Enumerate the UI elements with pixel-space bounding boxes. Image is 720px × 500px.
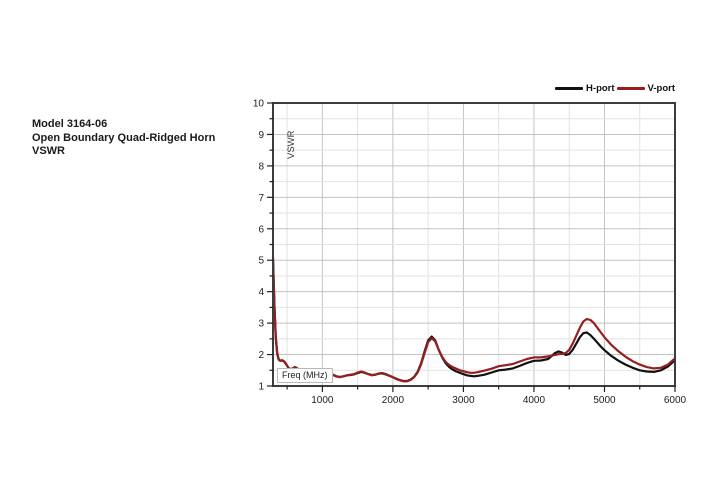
x-tick-label: 4000 <box>523 395 546 406</box>
measurement-type: VSWR <box>32 145 65 157</box>
axis-tick-labels: 1 2 3 4 5 6 7 8 9 10 1000 2000 3000 4000 5000 6000 <box>253 99 687 407</box>
legend: H-port V-port <box>273 83 675 94</box>
y-axis-label: VSWR <box>286 130 297 159</box>
x-tick-label: 2000 <box>382 395 405 406</box>
x-tick-label: 6000 <box>664 395 687 406</box>
gridlines <box>273 103 675 386</box>
y-tick-label: 2 <box>258 350 264 361</box>
h-port-label: H-port <box>586 83 615 94</box>
x-axis-label: Freq (MHz) <box>277 368 333 383</box>
x-tick-label: 5000 <box>593 395 616 406</box>
axis-ticks <box>267 102 676 392</box>
v-port-swatch <box>616 87 645 90</box>
model-description: Open Boundary Quad-Ridged Horn <box>32 131 216 144</box>
y-tick-label: 10 <box>253 99 265 110</box>
info-block: Model 3164-06 Open Boundary Quad-Ridged … <box>32 118 215 159</box>
y-tick-label: 6 <box>258 224 264 235</box>
x-tick-label: 3000 <box>452 395 475 406</box>
model-number: Model 3164-06 <box>32 118 108 130</box>
legend-item-v-port: V-port <box>616 83 675 94</box>
y-tick-label: 8 <box>258 161 264 172</box>
y-tick-label: 9 <box>258 130 264 141</box>
y-tick-label: 7 <box>258 193 264 204</box>
y-tick-label: 5 <box>258 256 264 267</box>
h-port-swatch <box>555 87 584 90</box>
y-tick-label: 3 <box>258 319 264 330</box>
legend-item-h-port: H-port <box>555 83 615 94</box>
y-tick-label: 1 <box>258 382 264 393</box>
x-tick-label: 1000 <box>311 395 334 406</box>
v-port-label: V-port <box>647 83 675 94</box>
y-tick-label: 4 <box>258 287 264 298</box>
